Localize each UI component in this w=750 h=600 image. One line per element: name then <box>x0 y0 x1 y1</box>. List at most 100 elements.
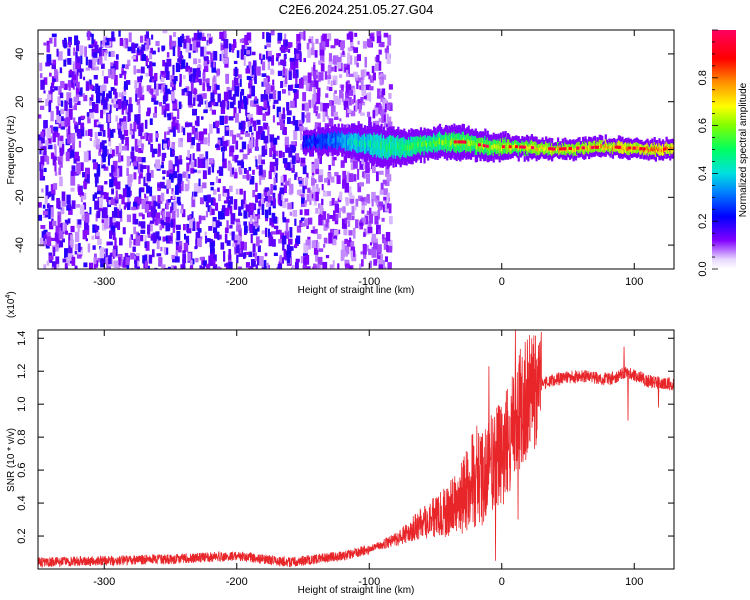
heatmap-cell <box>52 132 56 143</box>
heatmap-cell <box>322 33 327 44</box>
heatmap-cell <box>122 121 128 130</box>
heatmap-cell <box>138 125 143 137</box>
heatmap-cell <box>54 161 57 172</box>
heatmap-cell <box>425 142 429 148</box>
heatmap-cell <box>148 67 153 77</box>
heatmap-cell <box>243 190 246 201</box>
heatmap-cell <box>279 187 285 196</box>
heatmap-cell <box>100 256 106 265</box>
heatmap-cell <box>202 82 206 92</box>
heatmap-cell <box>580 146 584 150</box>
heatmap-cell <box>308 138 312 143</box>
heatmap-cell <box>324 123 329 132</box>
heatmap-cell <box>161 161 164 169</box>
heatmap-cell <box>264 190 268 196</box>
heatmap-cell <box>177 37 183 48</box>
heatmap-cell <box>50 88 55 93</box>
heatmap-cell <box>259 256 264 266</box>
heatmap-cell <box>48 208 51 220</box>
heatmap-cell <box>241 120 246 132</box>
heatmap-cell <box>178 245 182 253</box>
heatmap-cell <box>118 194 122 199</box>
heatmap-cell <box>238 122 243 130</box>
heatmap-cell <box>652 148 655 152</box>
heatmap-cell <box>465 140 468 148</box>
heatmap-cell <box>315 207 319 214</box>
heatmap-cell <box>272 115 275 123</box>
heatmap-cell <box>241 99 244 110</box>
heatmap-cell <box>178 240 183 250</box>
heatmap-cell <box>322 191 328 197</box>
heatmap-cell <box>204 235 208 244</box>
heatmap-cell <box>76 204 81 208</box>
heatmap-cell <box>365 162 370 174</box>
heatmap-cell <box>146 85 152 92</box>
heatmap-cell <box>164 267 169 269</box>
heatmap-cell <box>43 146 47 156</box>
heatmap-hotspot <box>548 147 552 151</box>
heatmap-cell <box>305 239 311 246</box>
heatmap-cell <box>334 203 339 213</box>
heatmap-cell <box>208 102 211 108</box>
heatmap-cell <box>51 193 55 201</box>
heatmap-cell <box>527 146 530 152</box>
heatmap-cell <box>337 207 341 218</box>
heatmap-cell <box>315 106 319 111</box>
heatmap-cell <box>607 146 610 150</box>
heatmap-cell <box>498 145 501 152</box>
heatmap-cell <box>276 135 280 140</box>
heatmap-cell <box>248 113 253 120</box>
heatmap-cell <box>239 78 242 87</box>
heatmap-cell <box>225 73 230 84</box>
heatmap-cell <box>195 79 198 83</box>
heatmap-cell <box>267 50 272 57</box>
heatmap-cell <box>107 154 110 166</box>
heatmap-cell <box>325 255 330 259</box>
heatmap-cell <box>380 110 384 116</box>
heatmap-cell <box>177 159 183 165</box>
heatmap-cell <box>134 145 139 151</box>
heatmap-cell <box>278 150 283 158</box>
heatmap-cell <box>60 151 64 162</box>
heatmap-cell <box>80 162 84 172</box>
heatmap-cell <box>354 138 357 145</box>
heatmap-cell <box>246 75 252 80</box>
heatmap-cell <box>246 50 250 55</box>
heatmap-cell <box>304 114 308 118</box>
heatmap-cell <box>267 126 270 136</box>
heatmap-cell <box>224 263 229 267</box>
heatmap-cell <box>161 76 165 82</box>
heatmap-cell <box>284 75 288 85</box>
heatmap-cell <box>132 213 137 225</box>
heatmap-cell <box>424 140 427 146</box>
heatmap-cell <box>388 92 392 99</box>
heatmap-cell <box>96 210 101 219</box>
heatmap-cell <box>192 221 196 232</box>
heatmap-cell <box>491 145 494 150</box>
y-tick-label: 1.2 <box>16 364 28 379</box>
heatmap-cell <box>578 145 581 150</box>
heatmap-cell <box>175 62 181 73</box>
heatmap-cell <box>387 197 390 202</box>
heatmap-cell <box>282 107 285 116</box>
heatmap-cell <box>54 86 58 91</box>
x-tick-label: -200 <box>226 576 248 588</box>
heatmap-cell <box>136 99 141 106</box>
heatmap-cell <box>124 252 129 260</box>
heatmap-cell <box>176 208 180 218</box>
heatmap-cell <box>302 165 307 175</box>
heatmap-cell <box>346 80 350 84</box>
heatmap-cell <box>303 140 306 145</box>
heatmap-cell <box>178 137 184 148</box>
heatmap-cell <box>181 180 184 192</box>
heatmap-cell <box>345 91 350 99</box>
heatmap-cell <box>48 90 52 95</box>
heatmap-cell <box>546 146 549 150</box>
heatmap-cell <box>344 238 348 245</box>
heatmap-cell <box>45 185 49 196</box>
heatmap-cell <box>142 255 147 264</box>
heatmap-cell <box>369 36 375 42</box>
heatmap-cell <box>242 174 248 179</box>
heatmap-cell <box>241 44 245 50</box>
heatmap-cell <box>250 134 254 142</box>
